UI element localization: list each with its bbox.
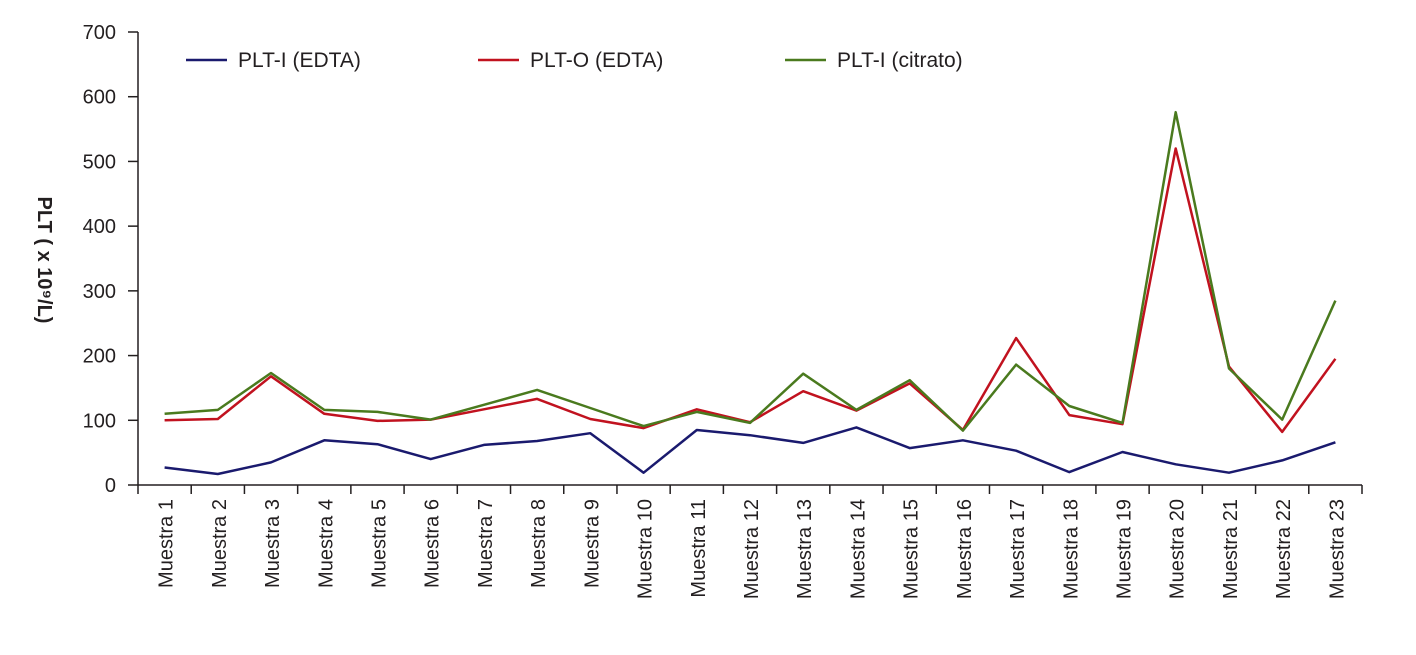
series-line-3 (164, 110, 1337, 432)
y-tick-label: 600 (83, 87, 116, 109)
x-tick-label: Muestra 12 (741, 499, 763, 599)
x-tick-label: Muestra 15 (901, 499, 923, 599)
y-tick-label: 500 (83, 151, 116, 173)
x-tick-label: Muestra 8 (528, 499, 550, 588)
y-tick-label: 100 (83, 410, 116, 432)
legend: PLT-I (EDTA) PLT-O (EDTA) PLT-I (citrato) (186, 49, 963, 72)
x-tick-label: Muestra 18 (1060, 499, 1082, 599)
x-tick-label: Muestra 16 (954, 499, 976, 599)
series-lines (164, 110, 1337, 476)
x-tick-label: Muestra 11 (688, 499, 710, 598)
series-line-2 (164, 147, 1337, 434)
y-tick-label: 400 (83, 216, 116, 238)
y-tick-label: 0 (105, 475, 116, 497)
y-tick-label: 700 (83, 22, 116, 44)
x-tick-label: Muestra 5 (368, 499, 390, 588)
x-tick-label: Muestra 3 (262, 499, 284, 588)
x-tick-label: Muestra 9 (581, 499, 603, 588)
x-tick-label: Muestra 21 (1220, 499, 1242, 599)
x-tick-label: Muestra 1 (156, 499, 178, 588)
y-tick-label: 200 (83, 346, 116, 368)
x-tick-label: Muestra 19 (1114, 499, 1136, 599)
x-tick-label: Muestra 13 (794, 499, 816, 599)
x-tick-label: Muestra 22 (1273, 499, 1295, 599)
legend-label: PLT-I (EDTA) (238, 49, 361, 72)
series-line-1 (164, 426, 1336, 476)
x-tick-label: Muestra 23 (1326, 499, 1348, 599)
x-tick-label: Muestra 10 (635, 499, 657, 599)
x-tick-label: Muestra 4 (315, 499, 337, 588)
x-tick-label: Muestra 20 (1167, 499, 1189, 599)
legend-label: PLT-O (EDTA) (530, 49, 663, 72)
x-tick-label: Muestra 6 (422, 499, 444, 588)
x-tick-label: Muestra 2 (209, 499, 231, 588)
y-tick-label: 300 (83, 281, 116, 303)
x-tick-label: Muestra 14 (847, 499, 869, 599)
y-axis-label: PLT ( x 10⁹/L) (33, 197, 55, 324)
y-axis: 0 100 200 300 400 500 600 700 (83, 22, 139, 497)
x-tick-label: Muestra 17 (1007, 499, 1029, 599)
legend-label: PLT-I (citrato) (837, 49, 963, 72)
x-axis: Muestra 1 Muestra 2 Muestra 3 Muestra 4 Mues… (137, 484, 1363, 599)
x-tick-label: Muestra 7 (475, 499, 497, 588)
